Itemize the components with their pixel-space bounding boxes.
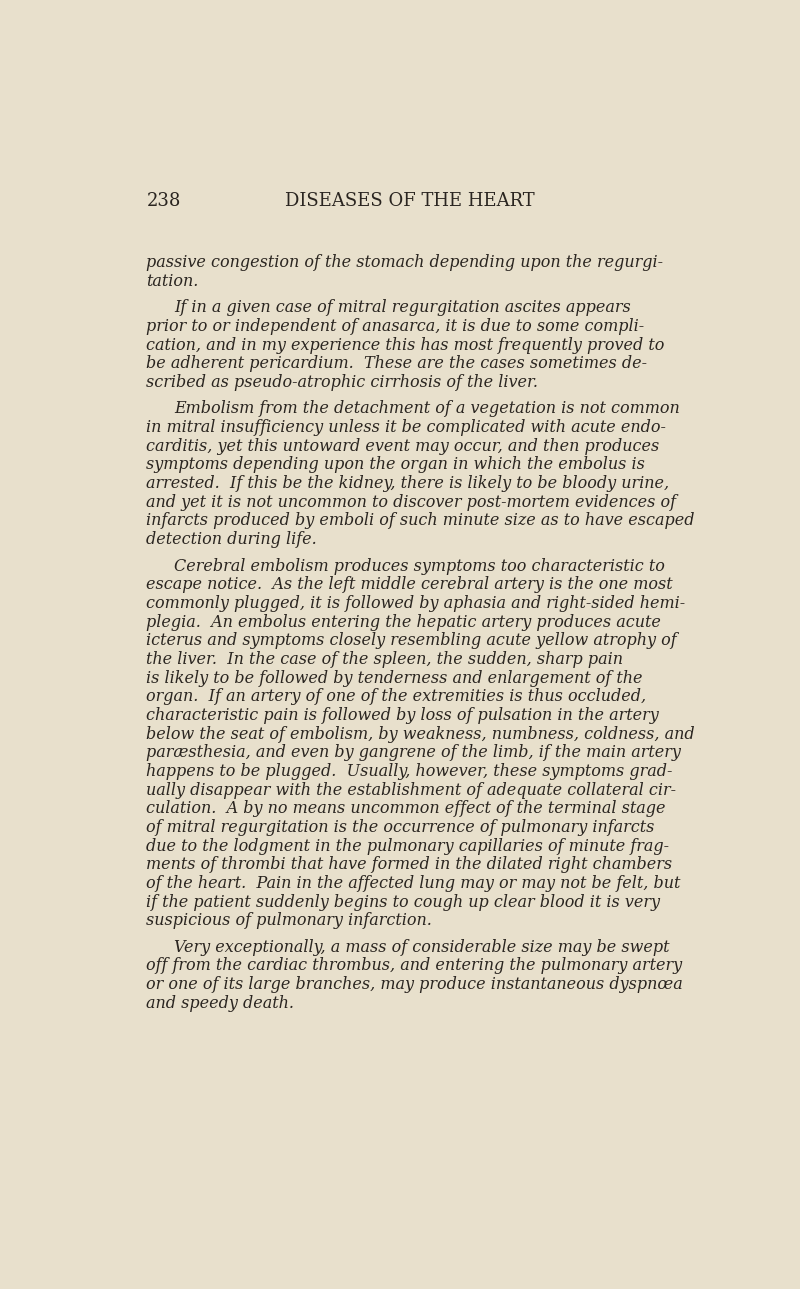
Text: suspicious of pulmonary infarction.: suspicious of pulmonary infarction. (146, 913, 432, 929)
Text: escape notice.  As the left middle cerebral artery is the one most: escape notice. As the left middle cerebr… (146, 576, 673, 593)
Text: characteristic pain is followed by loss of pulsation in the artery: characteristic pain is followed by loss … (146, 706, 659, 724)
Text: plegia.  An embolus entering the hepatic artery produces acute: plegia. An embolus entering the hepatic … (146, 614, 662, 630)
Text: icterus and symptoms closely resembling acute yellow atrophy of: icterus and symptoms closely resembling … (146, 633, 677, 650)
Text: ually disappear with the establishment of adequate collateral cir-: ually disappear with the establishment o… (146, 781, 677, 799)
Text: detection during life.: detection during life. (146, 531, 318, 548)
Text: commonly plugged, it is followed by aphasia and right-sided hemi-: commonly plugged, it is followed by apha… (146, 596, 686, 612)
Text: Cerebral embolism produces symptoms too characteristic to: Cerebral embolism produces symptoms too … (174, 558, 666, 575)
Text: Very exceptionally, a mass of considerable size may be swept: Very exceptionally, a mass of considerab… (174, 938, 670, 955)
Text: due to the lodgment in the pulmonary capillaries of minute frag-: due to the lodgment in the pulmonary cap… (146, 838, 670, 855)
Text: or one of its large branches, may produce instantaneous dyspnœa: or one of its large branches, may produc… (146, 976, 683, 993)
Text: and yet it is not uncommon to discover post-mortem evidences of: and yet it is not uncommon to discover p… (146, 494, 677, 510)
Text: passive congestion of the stomach depending upon the regurgi-: passive congestion of the stomach depend… (146, 254, 663, 271)
Text: 238: 238 (146, 192, 181, 210)
Text: symptoms depending upon the organ in which the embolus is: symptoms depending upon the organ in whi… (146, 456, 646, 473)
Text: paræsthesia, and even by gangrene of the limb, if the main artery: paræsthesia, and even by gangrene of the… (146, 744, 682, 762)
Text: tation.: tation. (146, 272, 199, 290)
Text: below the seat of embolism, by weakness, numbness, coldness, and: below the seat of embolism, by weakness,… (146, 726, 695, 742)
Text: organ.  If an artery of one of the extremities is thus occluded,: organ. If an artery of one of the extrem… (146, 688, 646, 705)
Text: scribed as pseudo-atrophic cirrhosis of the liver.: scribed as pseudo-atrophic cirrhosis of … (146, 374, 538, 391)
Text: If in a given case of mitral regurgitation ascites appears: If in a given case of mitral regurgitati… (174, 299, 631, 316)
Text: Embolism from the detachment of a vegetation is not common: Embolism from the detachment of a vegeta… (174, 401, 680, 418)
Text: if the patient suddenly begins to cough up clear blood it is very: if the patient suddenly begins to cough … (146, 893, 661, 910)
Text: of mitral regurgitation is the occurrence of pulmonary infarcts: of mitral regurgitation is the occurrenc… (146, 819, 655, 835)
Text: cation, and in my experience this has most frequently proved to: cation, and in my experience this has mo… (146, 336, 665, 353)
Text: is likely to be followed by tenderness and enlargement of the: is likely to be followed by tenderness a… (146, 669, 643, 687)
Text: culation.  A by no means uncommon effect of the terminal stage: culation. A by no means uncommon effect … (146, 800, 666, 817)
Text: DISEASES OF THE HEART: DISEASES OF THE HEART (285, 192, 535, 210)
Text: arrested.  If this be the kidney, there is likely to be bloody urine,: arrested. If this be the kidney, there i… (146, 476, 670, 492)
Text: the liver.  In the case of the spleen, the sudden, sharp pain: the liver. In the case of the spleen, th… (146, 651, 623, 668)
Text: infarcts produced by emboli of such minute size as to have escaped: infarcts produced by emboli of such minu… (146, 513, 695, 530)
Text: happens to be plugged.  Usually, however, these symptoms grad-: happens to be plugged. Usually, however,… (146, 763, 673, 780)
Text: carditis, yet this untoward event may occur, and then produces: carditis, yet this untoward event may oc… (146, 438, 660, 455)
Text: in mitral insufficiency unless it be complicated with acute endo-: in mitral insufficiency unless it be com… (146, 419, 666, 436)
Text: of the heart.  Pain in the affected lung may or may not be felt, but: of the heart. Pain in the affected lung … (146, 875, 681, 892)
Text: ments of thrombi that have formed in the dilated right chambers: ments of thrombi that have formed in the… (146, 856, 673, 873)
Text: and speedy death.: and speedy death. (146, 995, 294, 1012)
Text: prior to or independent of anasarca, it is due to some compli-: prior to or independent of anasarca, it … (146, 318, 645, 335)
Text: off from the cardiac thrombus, and entering the pulmonary artery: off from the cardiac thrombus, and enter… (146, 958, 682, 974)
Text: be adherent pericardium.  These are the cases sometimes de-: be adherent pericardium. These are the c… (146, 356, 647, 373)
